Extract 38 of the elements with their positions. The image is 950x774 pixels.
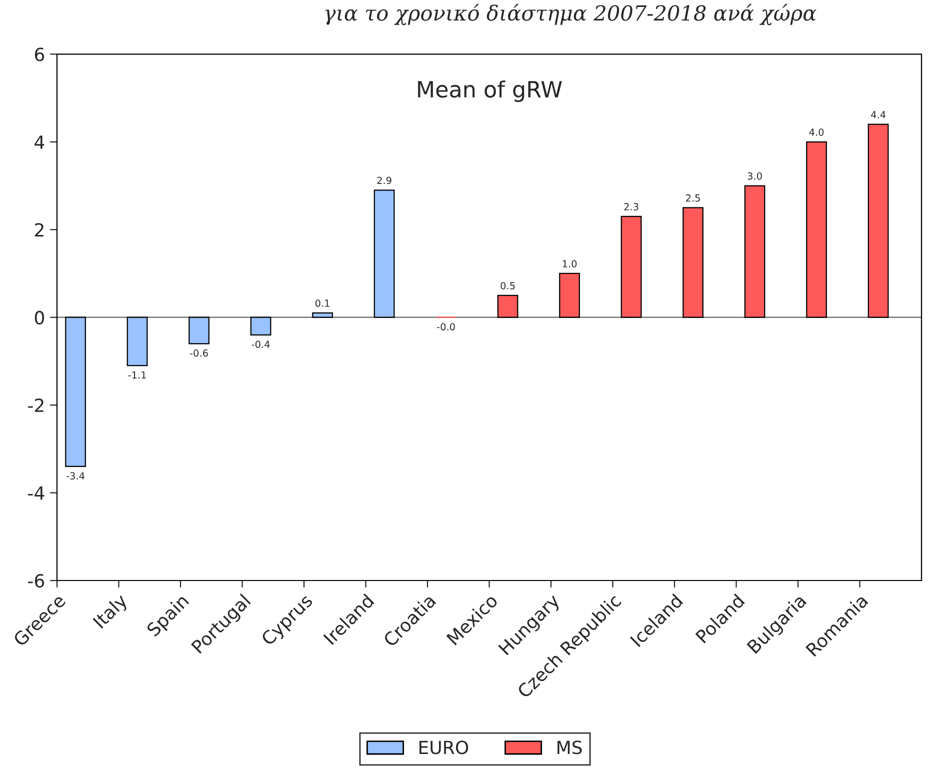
data-label: 0.1 xyxy=(315,300,330,307)
bar xyxy=(497,294,518,318)
y-tick-label: 2 xyxy=(35,223,44,236)
bar xyxy=(806,141,827,318)
bar xyxy=(250,316,272,336)
bar xyxy=(868,124,889,318)
text: για το χρονικό διάστημα 2007-2018 ανά χώρα xyxy=(325,4,816,26)
y-tick-label: -6 xyxy=(28,574,44,588)
data-label: -3.4 xyxy=(66,472,84,480)
data-label: -1.1 xyxy=(128,371,146,379)
legend-label: MS xyxy=(558,740,582,754)
bar xyxy=(126,316,148,366)
bar xyxy=(620,216,642,318)
bar xyxy=(374,190,395,318)
y-tick-label: 4 xyxy=(34,136,44,149)
data-label: 4.0 xyxy=(809,128,824,136)
y-tick-label: 0 xyxy=(34,310,44,324)
bar xyxy=(559,272,580,318)
text: Mean of gRW xyxy=(418,80,562,102)
data-label: -0.6 xyxy=(190,349,208,357)
data-label: -0.0 xyxy=(437,323,455,330)
bar xyxy=(65,316,86,468)
bar xyxy=(188,316,210,344)
data-label: 2.9 xyxy=(377,176,392,184)
data-label: -0.4 xyxy=(252,340,270,348)
bar xyxy=(682,207,704,318)
y-tick-label: -2 xyxy=(28,398,44,412)
bar xyxy=(312,312,333,318)
legend-label: EURO xyxy=(420,740,468,754)
bar xyxy=(744,185,766,318)
data-label: 0.5 xyxy=(500,282,515,290)
data-label: 1.0 xyxy=(562,260,577,268)
y-tick-label: 6 xyxy=(34,48,44,62)
data-label: 3.0 xyxy=(748,172,762,180)
y-tick-label: -4 xyxy=(28,486,44,500)
data-label: 2.3 xyxy=(624,203,638,210)
data-label: 2.5 xyxy=(686,194,700,202)
data-label: 4.4 xyxy=(871,111,886,118)
